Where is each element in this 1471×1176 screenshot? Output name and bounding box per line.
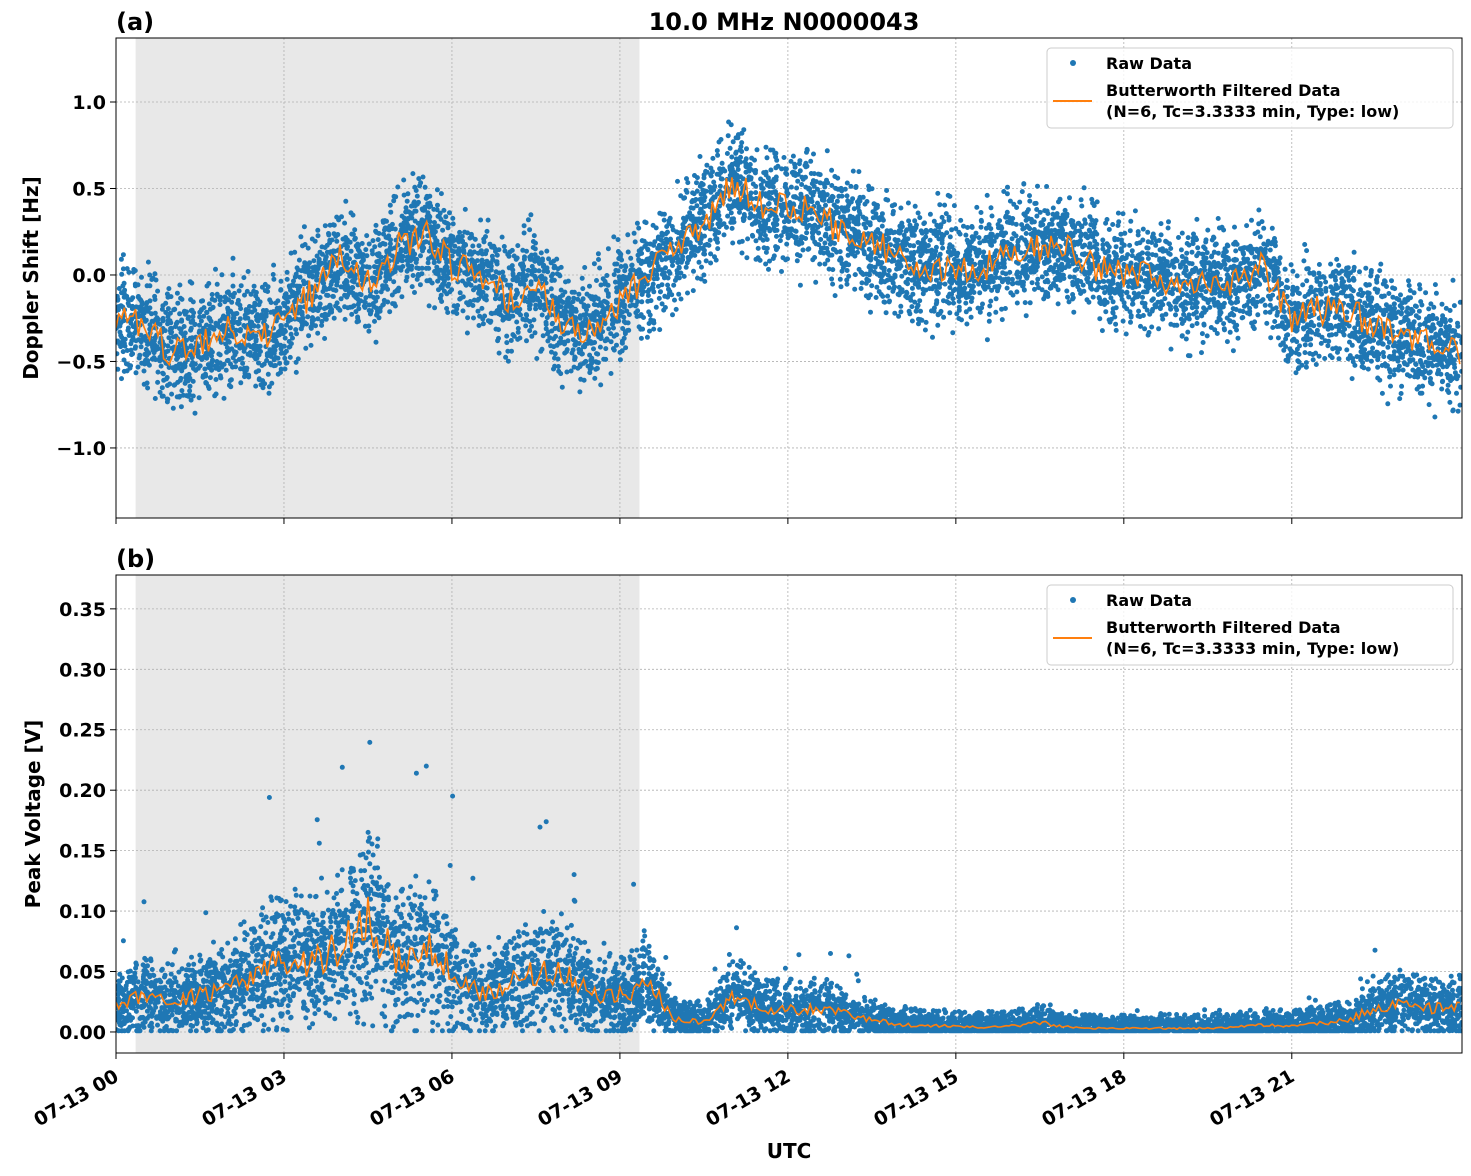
y-tick-label: 0.0 xyxy=(72,265,106,287)
legend-filtered-label: Butterworth Filtered Data xyxy=(1106,618,1341,637)
legend-filtered-label: Butterworth Filtered Data xyxy=(1106,81,1341,100)
legend-raw-label: Raw Data xyxy=(1106,591,1192,610)
y-tick-label: 1.0 xyxy=(72,92,106,114)
legend-raw-label: Raw Data xyxy=(1106,54,1192,73)
x-tick-label: 07-13 00 xyxy=(30,1065,122,1131)
legend-raw-marker xyxy=(1070,597,1076,603)
y-tick-label: 0.20 xyxy=(59,780,106,802)
legend-b: Raw Data Butterworth Filtered Data (N=6,… xyxy=(1047,585,1453,665)
y-tick-label: 0.05 xyxy=(59,962,106,984)
legend-filtered-params: (N=6, Tc=3.3333 min, Type: low) xyxy=(1106,102,1399,121)
panel-b-label: (b) xyxy=(116,545,155,573)
x-tick-label: 07-13 06 xyxy=(366,1065,458,1131)
x-tick-label: 07-13 09 xyxy=(534,1065,626,1131)
legend-a: Raw Data Butterworth Filtered Data (N=6,… xyxy=(1047,48,1453,128)
legend-raw-marker xyxy=(1070,60,1076,66)
y-tick-label: 0.5 xyxy=(72,178,106,200)
x-tick-label: 07-13 18 xyxy=(1038,1065,1130,1131)
y-tick-label: 0.10 xyxy=(59,901,106,923)
y-axis-label-b: Peak Voltage [V] xyxy=(21,720,45,909)
y-tick-label: 0.25 xyxy=(59,720,106,742)
x-tick-label: 07-13 15 xyxy=(870,1065,962,1131)
legend-filtered-params: (N=6, Tc=3.3333 min, Type: low) xyxy=(1106,639,1399,658)
y-tick-label: −1.0 xyxy=(56,438,106,460)
y-tick-label: 0.35 xyxy=(59,599,106,621)
x-tick-label: 07-13 21 xyxy=(1206,1065,1298,1131)
y-tick-label: −0.5 xyxy=(56,351,106,373)
y-tick-label: 0.00 xyxy=(59,1022,106,1044)
panel-a-label: (a) xyxy=(116,8,154,36)
y-tick-label: 0.15 xyxy=(59,841,106,863)
x-tick-label: 07-13 12 xyxy=(702,1065,794,1131)
x-tick-labels: 07-13 00 07-13 03 07-13 06 07-13 09 07-13 12… xyxy=(30,1065,1298,1131)
y-axis-label-a: Doppler Shift [Hz] xyxy=(19,176,43,380)
x-axis-label: UTC xyxy=(767,1139,812,1163)
y-tick-label: 0.30 xyxy=(59,659,106,681)
chart-title: 10.0 MHz N0000043 xyxy=(649,8,920,36)
x-tick-label: 07-13 03 xyxy=(198,1065,290,1131)
